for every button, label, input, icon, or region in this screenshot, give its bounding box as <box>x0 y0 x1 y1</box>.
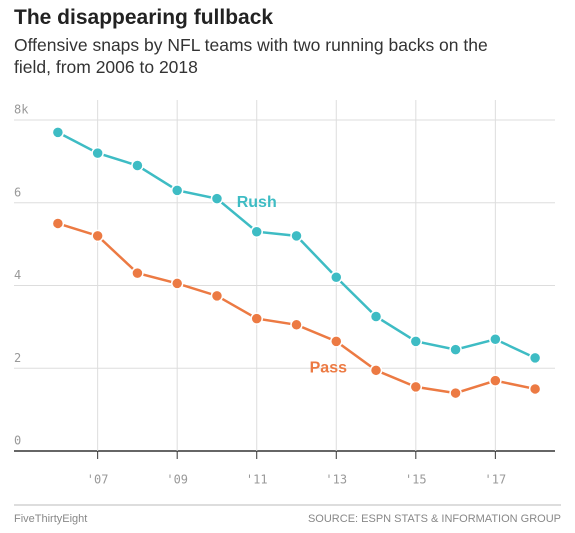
data-point <box>489 333 502 346</box>
data-point <box>170 277 184 290</box>
data-point <box>131 266 144 280</box>
series-label: Pass <box>310 359 347 376</box>
data-point <box>369 364 383 377</box>
data-point <box>330 270 343 284</box>
y-tick-label: 2 <box>14 351 21 365</box>
data-point <box>210 192 224 205</box>
series-label: Rush <box>237 194 277 211</box>
data-point <box>51 126 65 139</box>
x-tick-label: '15 <box>405 473 427 487</box>
series-line <box>57 222 536 395</box>
data-point <box>528 351 542 365</box>
y-tick-label: 8k <box>14 103 29 117</box>
data-point <box>51 217 65 230</box>
x-tick-label: '07 <box>87 473 109 487</box>
y-tick-label: 6 <box>14 185 21 199</box>
data-point <box>528 382 542 396</box>
x-tick-label: '13 <box>325 473 347 487</box>
data-point <box>290 318 303 332</box>
header: The disappearing fullback Offensive snap… <box>14 6 534 78</box>
x-tick-label: '09 <box>166 473 188 487</box>
footer-brand: FiveThirtyEight <box>14 513 87 525</box>
chart-subtitle: Offensive snaps by NFL teams with two ru… <box>14 35 488 77</box>
data-point <box>250 312 263 325</box>
data-point <box>449 343 462 356</box>
x-tick-label: '17 <box>485 473 507 487</box>
data-point <box>330 335 343 348</box>
data-point <box>91 229 104 243</box>
y-tick-label: 0 <box>14 434 21 448</box>
data-point <box>131 159 144 172</box>
x-tick-label: '11 <box>246 473 268 487</box>
data-point <box>409 380 423 394</box>
data-point <box>170 184 184 197</box>
data-point <box>91 146 104 160</box>
data-point <box>210 289 224 303</box>
data-point <box>409 335 423 348</box>
data-point <box>489 374 502 387</box>
chart-title: The disappearing fullback <box>14 6 274 29</box>
footer-source: SOURCE: ESPN STATS & INFORMATION GROUP <box>308 513 561 525</box>
data-point <box>250 225 263 238</box>
data-point <box>369 310 383 323</box>
data-point <box>290 229 303 243</box>
y-tick-label: 4 <box>14 268 21 282</box>
data-point <box>449 386 462 400</box>
